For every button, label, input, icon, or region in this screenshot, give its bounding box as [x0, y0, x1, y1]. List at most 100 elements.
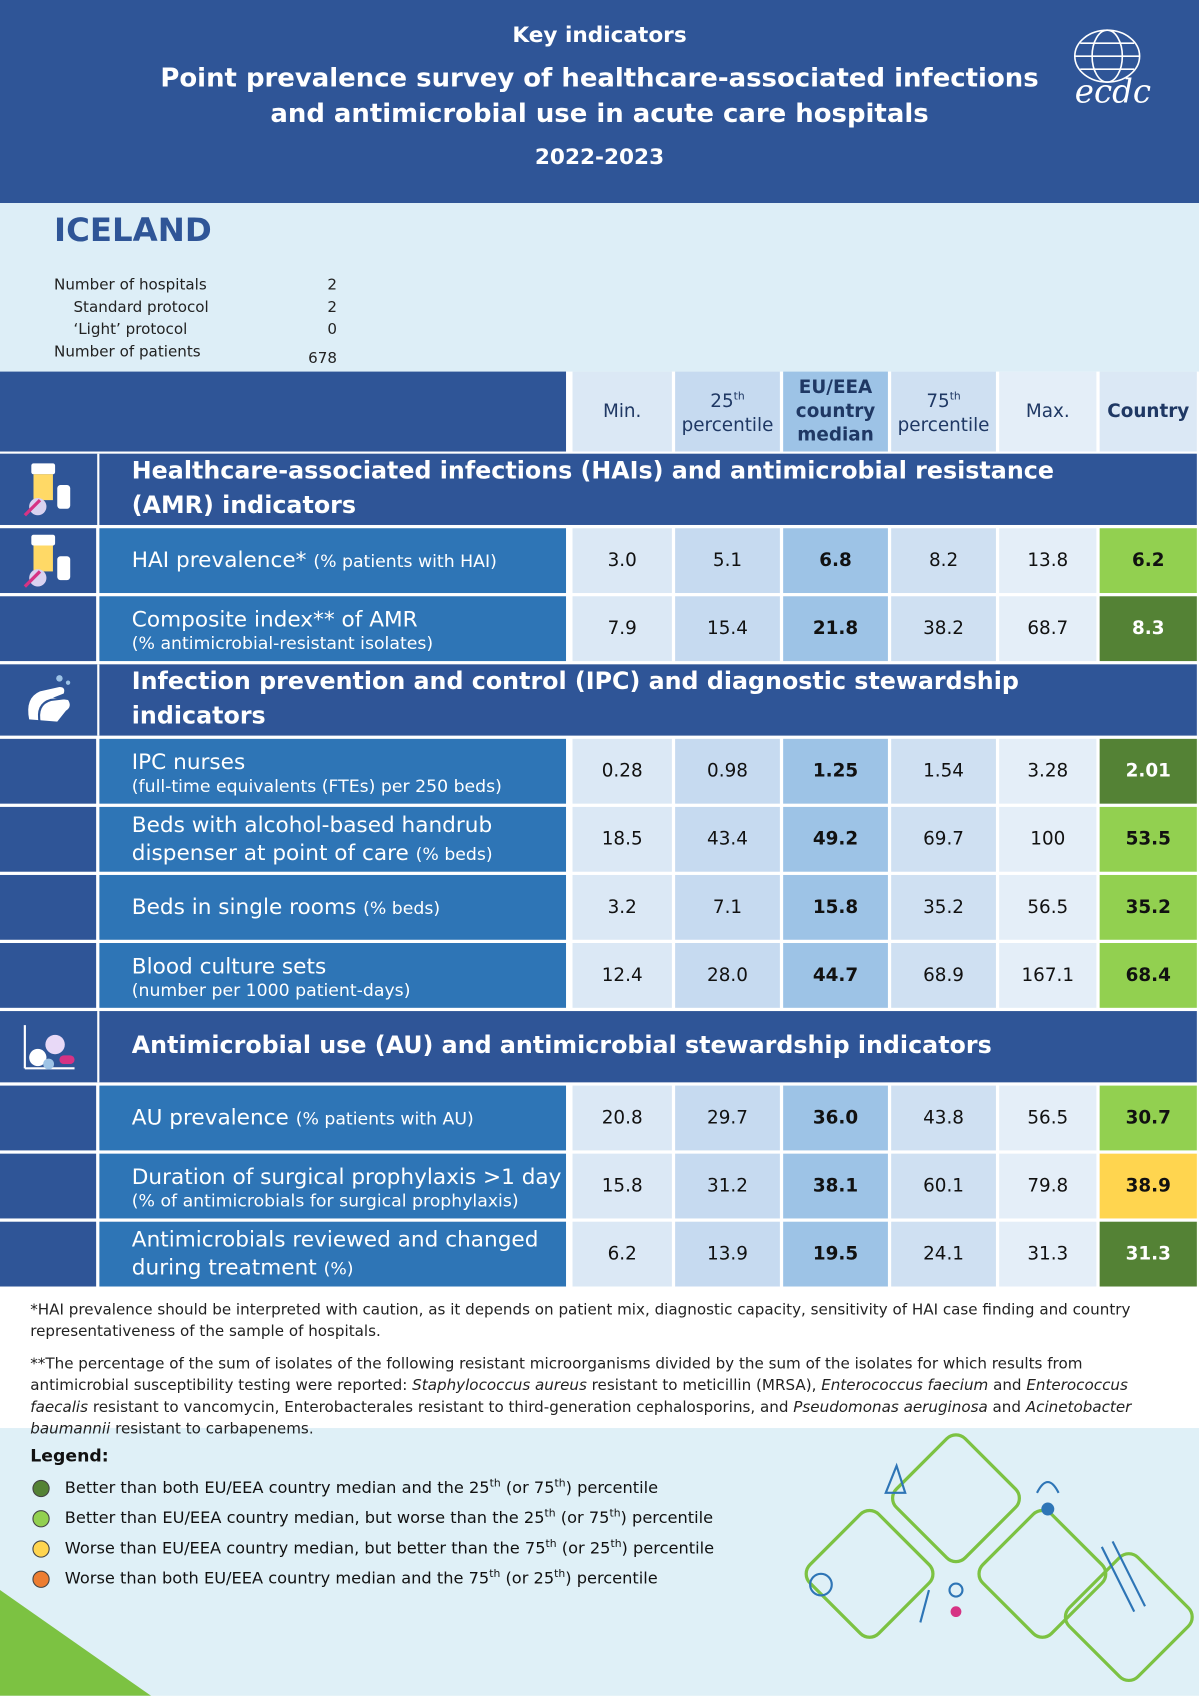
country-value-cell: 8.3 — [1099, 596, 1197, 662]
footnote: **The percentage of the sum of isolates … — [30, 1353, 1175, 1439]
value-cell: 15.8 — [572, 1153, 672, 1219]
section-divider — [97, 664, 100, 736]
legend-text: Worse than EU/EEA country median, but be… — [64, 1538, 546, 1558]
row-label-line: during treatment (%) — [132, 1253, 354, 1283]
value-cell: 56.5 — [999, 874, 1097, 940]
row-label: HAI prevalence* — [131, 546, 307, 573]
row-unit: (% patients with HAI) — [313, 550, 497, 572]
column-line: country — [795, 400, 876, 423]
legend-swatch — [32, 1540, 50, 1558]
row-label-line: (% of antimicrobials for surgical prophy… — [132, 1190, 519, 1211]
column-line: EU/EEA — [798, 376, 873, 399]
footnote-text: **The percentage of the sum of isolates … — [30, 1355, 1083, 1395]
section-divider — [97, 1011, 100, 1083]
row-label: Antimicrobials reviewed and changed — [131, 1226, 539, 1252]
value: 20.8 — [601, 1107, 643, 1129]
row-label: Duration of surgical prophylaxis >1 day — [131, 1162, 562, 1189]
ordinal-suffix: th — [733, 391, 745, 404]
legend-text: th — [489, 1477, 501, 1490]
footnote-text: *HAI prevalence should be interpreted wi… — [30, 1301, 1131, 1341]
row-unit: (% beds) — [363, 897, 441, 919]
row-label-cell: Beds in single rooms (% beds) — [99, 874, 567, 940]
section-icon — [16, 668, 81, 737]
country-value-cell: 31.3 — [1099, 1221, 1197, 1287]
value: 12.4 — [601, 964, 643, 987]
value: 79.8 — [1027, 1175, 1069, 1197]
value: 167.1 — [1021, 964, 1075, 987]
row-label-cell: Antimicrobials reviewed and changed durin… — [99, 1221, 567, 1287]
column-line: median — [797, 424, 874, 447]
legend-text: Worse than both EU/EEA country median an… — [64, 1568, 490, 1588]
legend-text: ) percentile — [565, 1568, 658, 1588]
footnote-text: resistant to vancomycin, Enterobacterale… — [88, 1398, 794, 1417]
value: 7.1 — [712, 896, 743, 919]
legend-swatch — [32, 1570, 50, 1588]
value: 3.0 — [607, 549, 637, 572]
value: 100 — [1030, 828, 1066, 851]
value-cell: 20.8 — [572, 1085, 672, 1151]
value: 6.8 — [819, 549, 852, 572]
country-band — [0, 203, 1199, 372]
footnote-text: and — [988, 1377, 1027, 1395]
value: 43.4 — [707, 828, 748, 851]
value: 38.1 — [812, 1175, 859, 1197]
value: 44.7 — [812, 964, 859, 987]
legend-text: th — [610, 1538, 622, 1551]
value: 38.2 — [923, 617, 964, 640]
legend-text: Better than EU/EEA country median, but w… — [64, 1507, 545, 1528]
legend-text: (or 25 — [500, 1568, 555, 1588]
section-title-box: Infection prevention and control (IPC) a… — [132, 664, 1019, 735]
legend-item: Worse than both EU/EEA country median an… — [65, 1568, 658, 1587]
value-cell: 13.9 — [675, 1221, 780, 1287]
column-text: percentile — [897, 414, 990, 437]
stat-value: 0 — [327, 321, 338, 339]
country-value-cell: 30.7 — [1099, 1085, 1197, 1151]
row-label-cell: IPC nurses (full-time equivalents (FTEs) … — [99, 738, 567, 804]
value: 35.2 — [1125, 896, 1171, 919]
value: 1.25 — [812, 760, 859, 783]
value: 7.9 — [607, 617, 637, 640]
country-value-cell: 2.01 — [1099, 738, 1197, 804]
section-title: Infection prevention and control (IPC) a… — [131, 668, 1019, 696]
value: 53.5 — [1125, 828, 1171, 851]
stat-value: 2 — [327, 276, 338, 294]
row-icon-cell — [0, 943, 97, 1008]
footnote-text: and — [987, 1398, 1026, 1417]
legend-text: (or 75 — [500, 1477, 555, 1498]
value: 6.2 — [1131, 549, 1165, 572]
value-cell: 12.4 — [572, 943, 672, 1008]
value: 31.3 — [1027, 1243, 1069, 1265]
section-icon — [16, 1014, 81, 1083]
section-title-box: Antimicrobial use (AU) and antimicrobial… — [132, 1011, 992, 1082]
value: 18.5 — [601, 828, 643, 851]
stat-label: Standard protocol — [73, 298, 209, 317]
row-label-line: Blood culture sets — [132, 951, 326, 979]
row-label-line: Beds in single rooms (% beds) — [132, 892, 440, 922]
section-icon — [16, 457, 81, 526]
row-label: Beds in single rooms — [131, 893, 357, 920]
row-label: Composite index** of AMR — [131, 605, 418, 632]
section-title: Antimicrobial use (AU) and antimicrobial… — [131, 1032, 992, 1060]
country-value-cell: 53.5 — [1099, 806, 1197, 872]
ordinal: 25 — [710, 390, 734, 413]
row-label: Beds with alcohol-based handrub — [131, 811, 493, 838]
legend-text: th — [609, 1507, 621, 1520]
value: 56.5 — [1027, 1107, 1069, 1129]
column-line: Max. — [1025, 400, 1070, 423]
value: 3.2 — [607, 896, 637, 919]
country-value-cell: 68.4 — [1099, 943, 1197, 1008]
row-icon-cell — [0, 738, 97, 804]
row-unit: (% patients with AU) — [295, 1108, 474, 1129]
column-header: Min. — [572, 371, 672, 452]
section-header: Healthcare-associated infections (HAIs) … — [0, 453, 1197, 526]
value: 68.7 — [1027, 617, 1069, 640]
value-cell: 68.7 — [999, 596, 1097, 662]
value-cell: 13.8 — [999, 528, 1097, 594]
value: 15.4 — [707, 617, 748, 640]
ordinal-suffix: th — [949, 391, 961, 404]
column-header: 75th percentile — [891, 371, 996, 452]
legend-text: th — [544, 1507, 556, 1520]
logo-globe — [1073, 29, 1141, 83]
legend-text: (or 75 — [555, 1507, 610, 1528]
footnote-text: Acinetobacter baumannii — [30, 1398, 1132, 1438]
